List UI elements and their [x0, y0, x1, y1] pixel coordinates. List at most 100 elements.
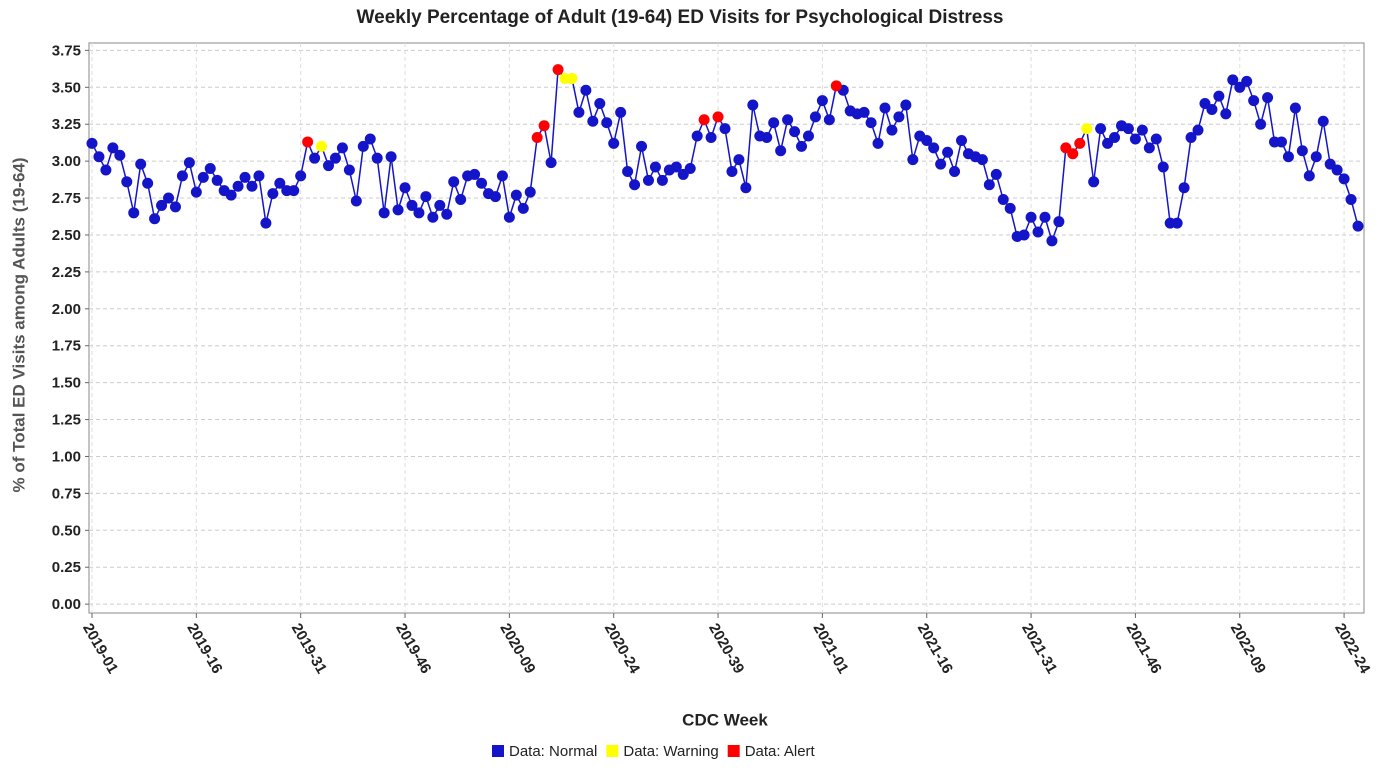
data-point [976, 154, 988, 166]
line-segment [146, 183, 156, 219]
line-segment [446, 181, 455, 215]
data-point [496, 170, 508, 182]
y-tick-label: 0.25 [52, 559, 81, 576]
legend-swatch [727, 745, 740, 757]
data-point [726, 165, 738, 177]
data-point [1296, 145, 1308, 157]
legend-swatch [492, 745, 504, 757]
data-point [636, 140, 648, 152]
line-segment [1162, 166, 1171, 224]
data-point [343, 164, 355, 176]
line-segment [1266, 97, 1276, 143]
data-point [142, 177, 154, 189]
line-segment [1058, 147, 1067, 222]
data-point [1303, 170, 1315, 182]
data-point [712, 111, 724, 123]
y-axis-title: % of Total ED Visits among Adults (19-64… [9, 157, 28, 492]
y-tick-label: 1.75 [52, 338, 81, 355]
data-point [782, 114, 794, 126]
y-tick-label: 3.75 [52, 42, 81, 59]
data-point [580, 84, 592, 96]
data-point [587, 115, 599, 127]
data-point [1192, 124, 1204, 136]
data-point [1352, 220, 1364, 232]
line-segment [543, 125, 552, 163]
data-point [357, 140, 369, 152]
y-tick-label: 1.00 [52, 448, 81, 465]
data-point [1143, 142, 1155, 154]
data-point [1046, 235, 1058, 247]
chart-title: Weekly Percentage of Adult (19-64) ED Vi… [357, 7, 1004, 28]
data-point [1310, 151, 1322, 163]
line-segment [1322, 121, 1331, 165]
data-point [615, 106, 627, 118]
x-tick-label: 2019-31 [288, 620, 330, 676]
y-tick-label: 0.50 [52, 522, 81, 539]
data-point [1255, 118, 1267, 130]
data-point [197, 171, 209, 183]
data-point [169, 201, 181, 213]
data-point [399, 182, 411, 194]
data-point [802, 130, 814, 142]
data-point [601, 117, 613, 129]
data-point [371, 152, 383, 164]
line-segment [132, 163, 142, 213]
data-point [865, 117, 877, 129]
data-point [1081, 123, 1093, 135]
data-point [830, 80, 842, 92]
data-point [316, 140, 328, 152]
data-point [656, 174, 668, 186]
data-point [1275, 136, 1287, 148]
data-point [406, 199, 418, 211]
data-point [1088, 176, 1100, 188]
data-point [809, 111, 821, 123]
data-point [1025, 211, 1037, 223]
data-point [1345, 194, 1357, 206]
line-segment [905, 104, 914, 160]
data-point [698, 114, 710, 126]
data-point [1109, 132, 1121, 144]
line-segment [390, 156, 399, 210]
data-point [232, 180, 244, 192]
data-point [517, 202, 529, 214]
line-segment [501, 175, 511, 218]
data-point [886, 124, 898, 136]
data-point [1185, 132, 1197, 144]
data-point [691, 130, 703, 142]
data-point [93, 151, 105, 163]
data-point [1220, 108, 1232, 120]
y-tick-label: 3.50 [52, 79, 81, 96]
line-segment [529, 137, 538, 193]
data-point [176, 170, 188, 182]
x-tick-label: 2020-39 [705, 620, 747, 676]
data-point [921, 134, 933, 146]
data-point [434, 199, 446, 211]
data-point [204, 163, 216, 175]
x-tick-label: 2022-24 [1331, 620, 1374, 677]
data-point [476, 177, 488, 189]
data-point [608, 137, 620, 149]
data-point [747, 99, 759, 111]
y-tick-label: 1.50 [52, 375, 81, 392]
data-point [378, 207, 390, 219]
y-tick-label: 3.25 [52, 116, 81, 133]
data-point [684, 163, 696, 175]
data-point [246, 180, 258, 192]
x-tick-label: 2021-31 [1018, 620, 1060, 676]
data-point [413, 207, 425, 219]
line-segment [724, 128, 733, 172]
data-point [789, 126, 801, 138]
data-point [1227, 74, 1239, 86]
plot-frame [88, 42, 1365, 614]
data-point [1178, 182, 1190, 194]
data-point [211, 174, 223, 186]
line-segment [258, 175, 267, 224]
data-point [260, 217, 272, 229]
data-point [1331, 164, 1343, 176]
data-point [1171, 217, 1183, 229]
line-segment [1183, 137, 1192, 188]
data-point [1129, 133, 1141, 145]
data-point [274, 177, 286, 189]
data-point [872, 137, 884, 149]
data-point [183, 157, 195, 169]
